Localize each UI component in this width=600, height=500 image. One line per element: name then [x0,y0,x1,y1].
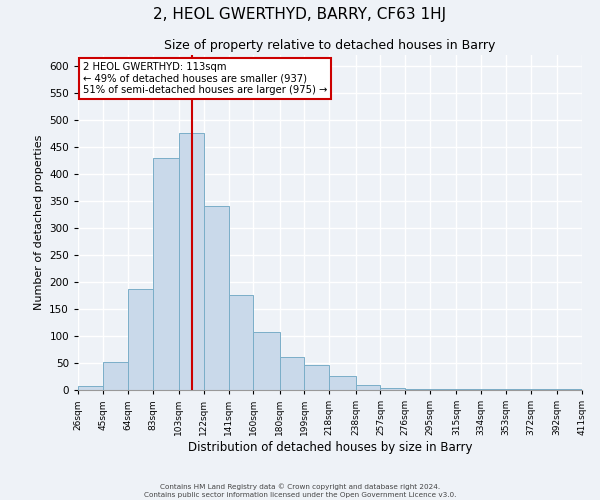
Text: 2, HEOL GWERTHYD, BARRY, CF63 1HJ: 2, HEOL GWERTHYD, BARRY, CF63 1HJ [154,8,446,22]
Bar [405,389,430,390]
Bar [380,388,405,390]
Bar [430,389,457,390]
Bar [128,289,152,390]
Bar [78,386,103,390]
Bar [304,365,329,390]
Bar [203,206,229,390]
Y-axis label: Number of detached properties: Number of detached properties [34,135,44,310]
Bar [179,134,203,390]
Bar [356,384,380,390]
Bar [152,158,179,390]
Bar [329,376,356,390]
Bar [229,296,253,390]
Bar [253,332,280,390]
Bar [280,356,304,390]
Title: Size of property relative to detached houses in Barry: Size of property relative to detached ho… [164,40,496,52]
X-axis label: Distribution of detached houses by size in Barry: Distribution of detached houses by size … [188,441,472,454]
Text: 2 HEOL GWERTHYD: 113sqm
← 49% of detached houses are smaller (937)
51% of semi-d: 2 HEOL GWERTHYD: 113sqm ← 49% of detache… [83,62,328,95]
Text: Contains HM Land Registry data © Crown copyright and database right 2024.
Contai: Contains HM Land Registry data © Crown c… [144,484,456,498]
Bar [103,362,128,390]
